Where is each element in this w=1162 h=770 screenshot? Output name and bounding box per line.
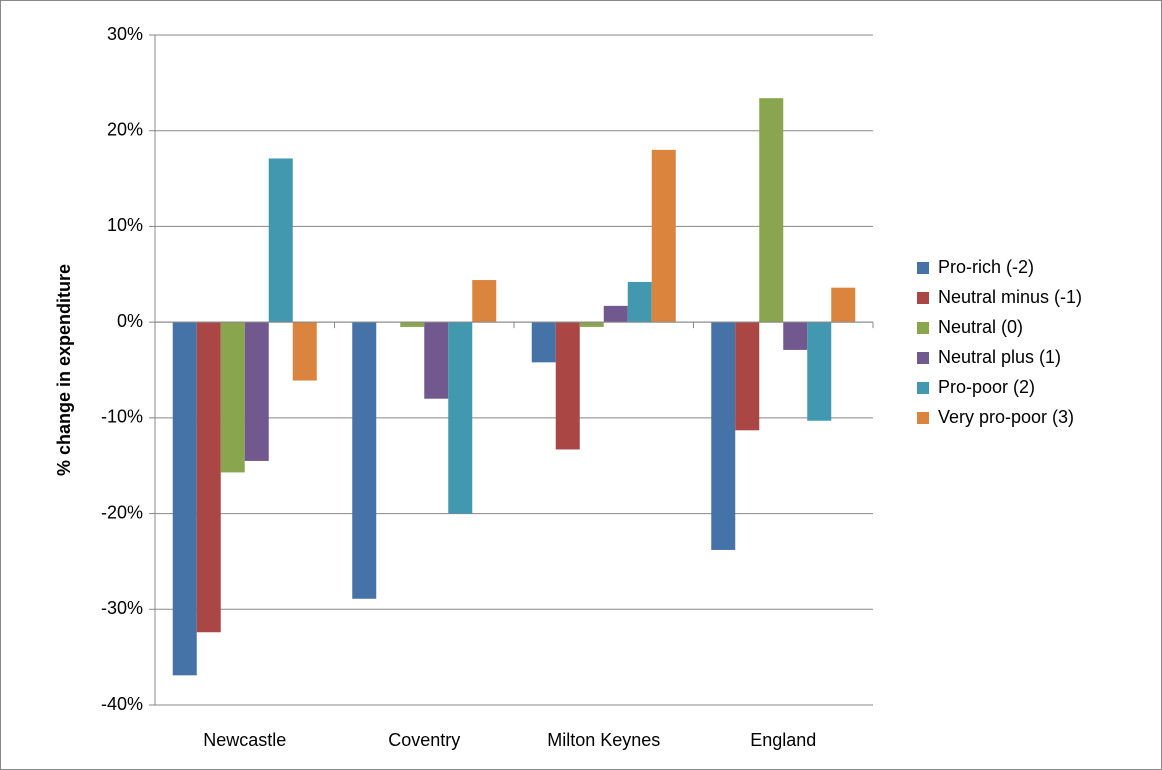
bar [472,280,497,323]
bar [448,322,473,514]
legend-label: Neutral plus (1) [938,347,1061,367]
legend-swatch [917,352,929,364]
bar [555,322,580,450]
bar [531,322,556,363]
x-tick-label: Newcastle [203,730,286,750]
bar [172,322,197,676]
bar [711,322,736,550]
x-tick-label: Coventry [388,730,460,750]
y-tick-label: -40% [101,694,143,714]
y-tick-label: -20% [101,502,143,522]
legend-swatch [917,292,929,304]
bar [627,281,652,323]
bar [352,322,377,599]
legend-label: Pro-poor (2) [938,377,1035,397]
bar [807,322,832,421]
bar [292,322,317,381]
y-tick-label: 20% [107,119,143,139]
legend-swatch [917,412,929,424]
legend-label: Neutral (0) [938,317,1023,337]
y-tick-label: -10% [101,407,143,427]
bar [579,322,604,327]
bar [268,158,293,323]
x-tick-label: England [750,730,816,750]
bar [220,322,245,473]
legend-swatch [917,322,929,334]
y-tick-label: 30% [107,24,143,44]
legend-swatch [917,382,929,394]
bar [651,149,676,323]
bar [424,322,449,399]
legend-label: Very pro-poor (3) [938,407,1074,427]
bar [244,322,269,461]
bar [783,322,808,350]
legend-label: Neutral minus (-1) [938,287,1082,307]
bar [603,305,628,323]
bar [400,322,425,327]
y-axis-title: % change in expenditure [54,264,74,476]
y-tick-label: 10% [107,215,143,235]
bar [196,322,221,633]
bar [759,98,784,323]
x-tick-label: Milton Keynes [547,730,660,750]
legend-label: Pro-rich (-2) [938,257,1034,277]
bar [831,287,856,323]
bar [735,322,760,431]
y-tick-label: 0% [117,311,143,331]
y-tick-label: -30% [101,598,143,618]
legend-swatch [917,262,929,274]
